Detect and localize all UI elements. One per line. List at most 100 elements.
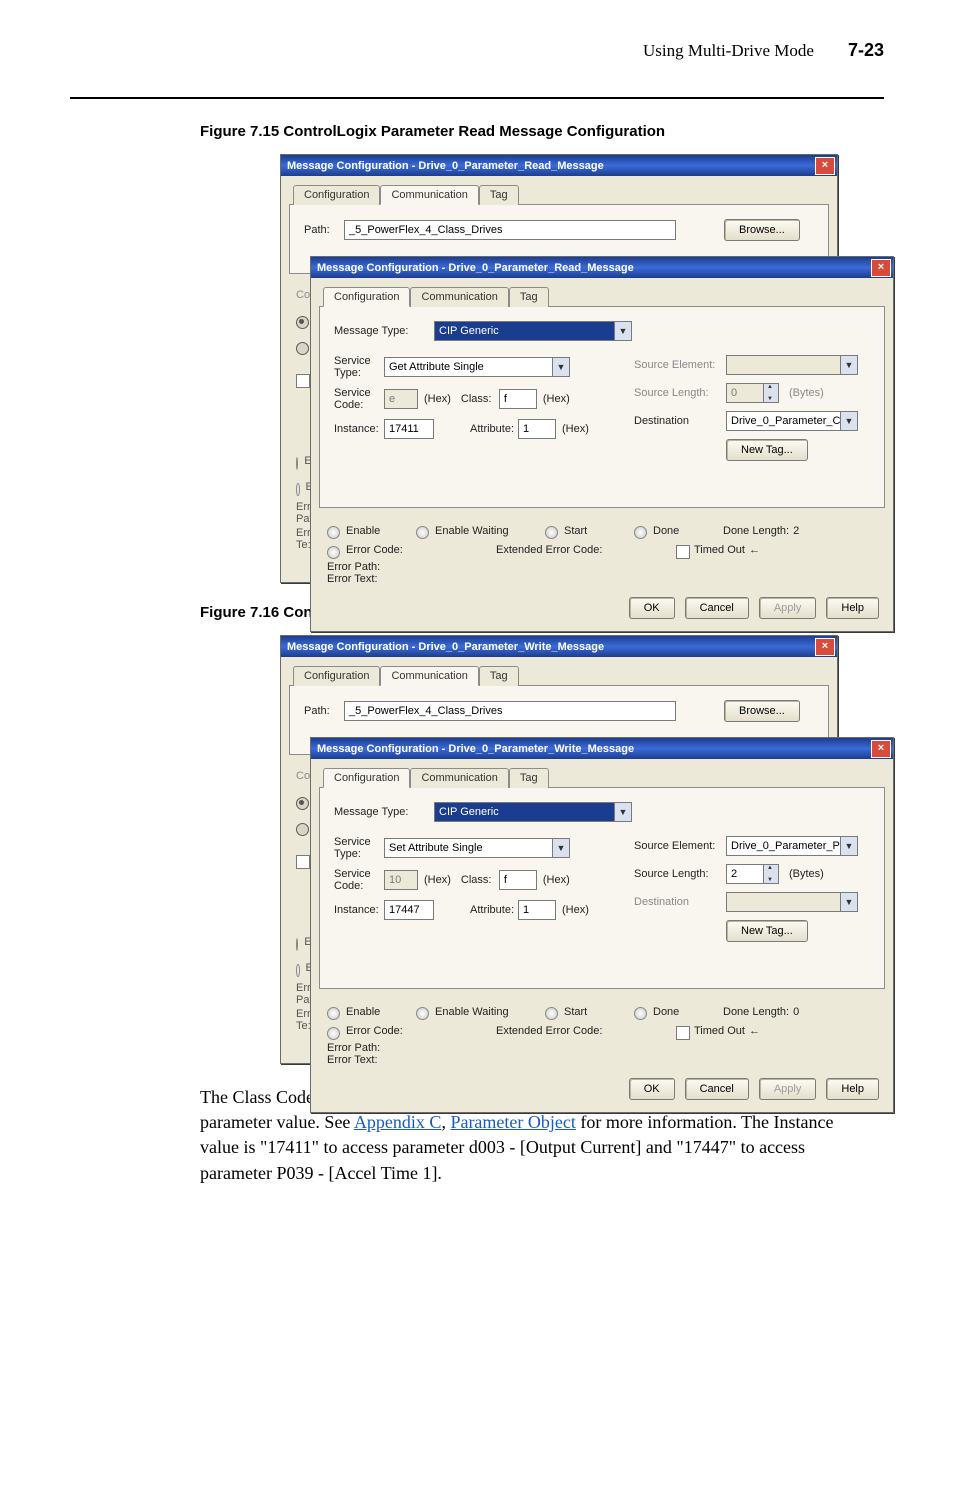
help-button[interactable]: Help bbox=[826, 597, 879, 619]
timedout-check[interactable] bbox=[676, 1026, 690, 1040]
dot-ew bbox=[416, 1007, 429, 1020]
lbl-done: Done bbox=[653, 1006, 723, 1018]
close-icon[interactable]: × bbox=[815, 157, 835, 175]
dot-ec bbox=[327, 1027, 340, 1040]
dot-start bbox=[545, 526, 558, 539]
peek-dot-err bbox=[296, 483, 300, 496]
titlebar-write-front: Message Configuration - Drive_0_Paramete… bbox=[311, 738, 893, 759]
hex-label2: (Hex) bbox=[543, 393, 570, 405]
path-input[interactable]: _5_PowerFlex_4_Class_Drives bbox=[344, 701, 676, 721]
tab-communication[interactable]: Communication bbox=[410, 287, 508, 307]
src-len-input[interactable]: 2 bbox=[726, 864, 764, 884]
hex-label1: (Hex) bbox=[424, 874, 451, 886]
lbl-enable: Enable bbox=[346, 525, 416, 537]
dest-label: Destination bbox=[634, 415, 726, 427]
svc-type-dropdown[interactable]: Get Attribute Single ▼ bbox=[384, 357, 570, 377]
lbl-ec: Error Code: bbox=[346, 544, 496, 556]
dest-dropdown: ▼ bbox=[726, 892, 858, 912]
link-parameter-object[interactable]: Parameter Object bbox=[450, 1112, 575, 1132]
attribute-input[interactable]: 1 bbox=[518, 419, 556, 439]
tabs-back: Configuration Communication Tag bbox=[289, 184, 829, 204]
header-section: Using Multi-Drive Mode bbox=[643, 41, 814, 61]
class-input[interactable]: f bbox=[499, 870, 537, 890]
src-elem-label: Source Element: bbox=[634, 359, 726, 371]
close-icon[interactable]: × bbox=[815, 638, 835, 656]
tab-configuration[interactable]: Configuration bbox=[293, 185, 380, 205]
new-tag-button[interactable]: New Tag... bbox=[726, 920, 808, 942]
src-elem-dropdown[interactable]: Drive_0_Parameter_P ▼ bbox=[726, 836, 858, 856]
tab-configuration[interactable]: Configuration bbox=[323, 287, 410, 307]
tab-communication[interactable]: Communication bbox=[380, 185, 478, 205]
browse-button[interactable]: Browse... bbox=[724, 700, 800, 722]
lbl-et: Error Text: bbox=[327, 1054, 378, 1066]
close-icon-front[interactable]: × bbox=[871, 259, 891, 277]
spinner-icon bbox=[764, 383, 779, 403]
src-elem-value: Drive_0_Parameter_P bbox=[731, 840, 840, 852]
tab-communication[interactable]: Communication bbox=[380, 666, 478, 686]
dest-dropdown[interactable]: Drive_0_Parameter_C ▼ bbox=[726, 411, 858, 431]
lbl-eec: Extended Error Code: bbox=[496, 544, 676, 556]
titlebar-read-front: Message Configuration - Drive_0_Paramete… bbox=[311, 257, 893, 278]
msg-type-dropdown[interactable]: CIP Generic ▼ bbox=[434, 321, 632, 341]
path-label: Path: bbox=[304, 224, 344, 236]
peek-dot-enab bbox=[296, 938, 298, 951]
apply-button: Apply bbox=[759, 1078, 817, 1100]
timedout-check[interactable] bbox=[676, 545, 690, 559]
tabs-front: Configuration Communication Tag bbox=[319, 286, 885, 306]
link-appendix-c[interactable]: Appendix C bbox=[354, 1112, 442, 1132]
peek-dot-err bbox=[296, 964, 300, 977]
svc-type-value: Set Attribute Single bbox=[389, 842, 483, 854]
path-label: Path: bbox=[304, 705, 344, 717]
svc-type-dropdown[interactable]: Set Attribute Single ▼ bbox=[384, 838, 570, 858]
instance-input[interactable]: 17411 bbox=[384, 419, 434, 439]
tab-tag[interactable]: Tag bbox=[509, 768, 549, 788]
peek-radio2 bbox=[296, 823, 309, 836]
apply-button: Apply bbox=[759, 597, 817, 619]
figure-caption-1: Figure 7.15 ControlLogix Parameter Read … bbox=[200, 123, 884, 140]
ok-button[interactable]: OK bbox=[629, 1078, 675, 1100]
tab-tag[interactable]: Tag bbox=[479, 185, 519, 205]
src-elem-label: Source Element: bbox=[634, 840, 726, 852]
lbl-ep: Error Path: bbox=[327, 1042, 380, 1054]
path-input[interactable]: _5_PowerFlex_4_Class_Drives bbox=[344, 220, 676, 240]
cancel-button[interactable]: Cancel bbox=[685, 1078, 749, 1100]
done-len-value: 0 bbox=[793, 1006, 799, 1018]
dest-value: Drive_0_Parameter_C bbox=[731, 415, 840, 427]
src-len-label: Source Length: bbox=[634, 868, 726, 880]
tab-configuration[interactable]: Configuration bbox=[293, 666, 380, 686]
spinner-icon[interactable] bbox=[764, 864, 779, 884]
peek-radio1 bbox=[296, 797, 309, 810]
browse-button[interactable]: Browse... bbox=[724, 219, 800, 241]
chevron-down-icon: ▼ bbox=[840, 837, 857, 855]
tab-communication[interactable]: Communication bbox=[410, 768, 508, 788]
bytes-label: (Bytes) bbox=[789, 387, 824, 399]
dot-start bbox=[545, 1007, 558, 1020]
class-input[interactable]: f bbox=[499, 389, 537, 409]
hex-label2: (Hex) bbox=[543, 874, 570, 886]
new-tag-button[interactable]: New Tag... bbox=[726, 439, 808, 461]
msg-type-dropdown[interactable]: CIP Generic ▼ bbox=[434, 802, 632, 822]
attribute-label: Attribute: bbox=[470, 904, 518, 916]
svc-type-label: Service Type: bbox=[334, 355, 384, 379]
tab-tag[interactable]: Tag bbox=[509, 287, 549, 307]
ok-button[interactable]: OK bbox=[629, 597, 675, 619]
header-page: 7-23 bbox=[848, 40, 884, 61]
close-icon-front[interactable]: × bbox=[871, 740, 891, 758]
attribute-label: Attribute: bbox=[470, 423, 518, 435]
dialog-write-front: Message Configuration - Drive_0_Paramete… bbox=[310, 737, 894, 1113]
msg-type-value: CIP Generic bbox=[439, 806, 499, 818]
dot-ew bbox=[416, 526, 429, 539]
lbl-ep: Error Path: bbox=[327, 561, 380, 573]
src-len-input: 0 bbox=[726, 383, 764, 403]
attribute-input[interactable]: 1 bbox=[518, 900, 556, 920]
hex-label3: (Hex) bbox=[562, 423, 589, 435]
chevron-down-icon: ▼ bbox=[614, 322, 631, 340]
tab-tag[interactable]: Tag bbox=[479, 666, 519, 686]
dot-enable bbox=[327, 526, 340, 539]
tab-configuration[interactable]: Configuration bbox=[323, 768, 410, 788]
instance-input[interactable]: 17447 bbox=[384, 900, 434, 920]
cancel-button[interactable]: Cancel bbox=[685, 597, 749, 619]
msg-type-value: CIP Generic bbox=[439, 325, 499, 337]
help-button[interactable]: Help bbox=[826, 1078, 879, 1100]
chevron-down-icon: ▼ bbox=[840, 893, 857, 911]
